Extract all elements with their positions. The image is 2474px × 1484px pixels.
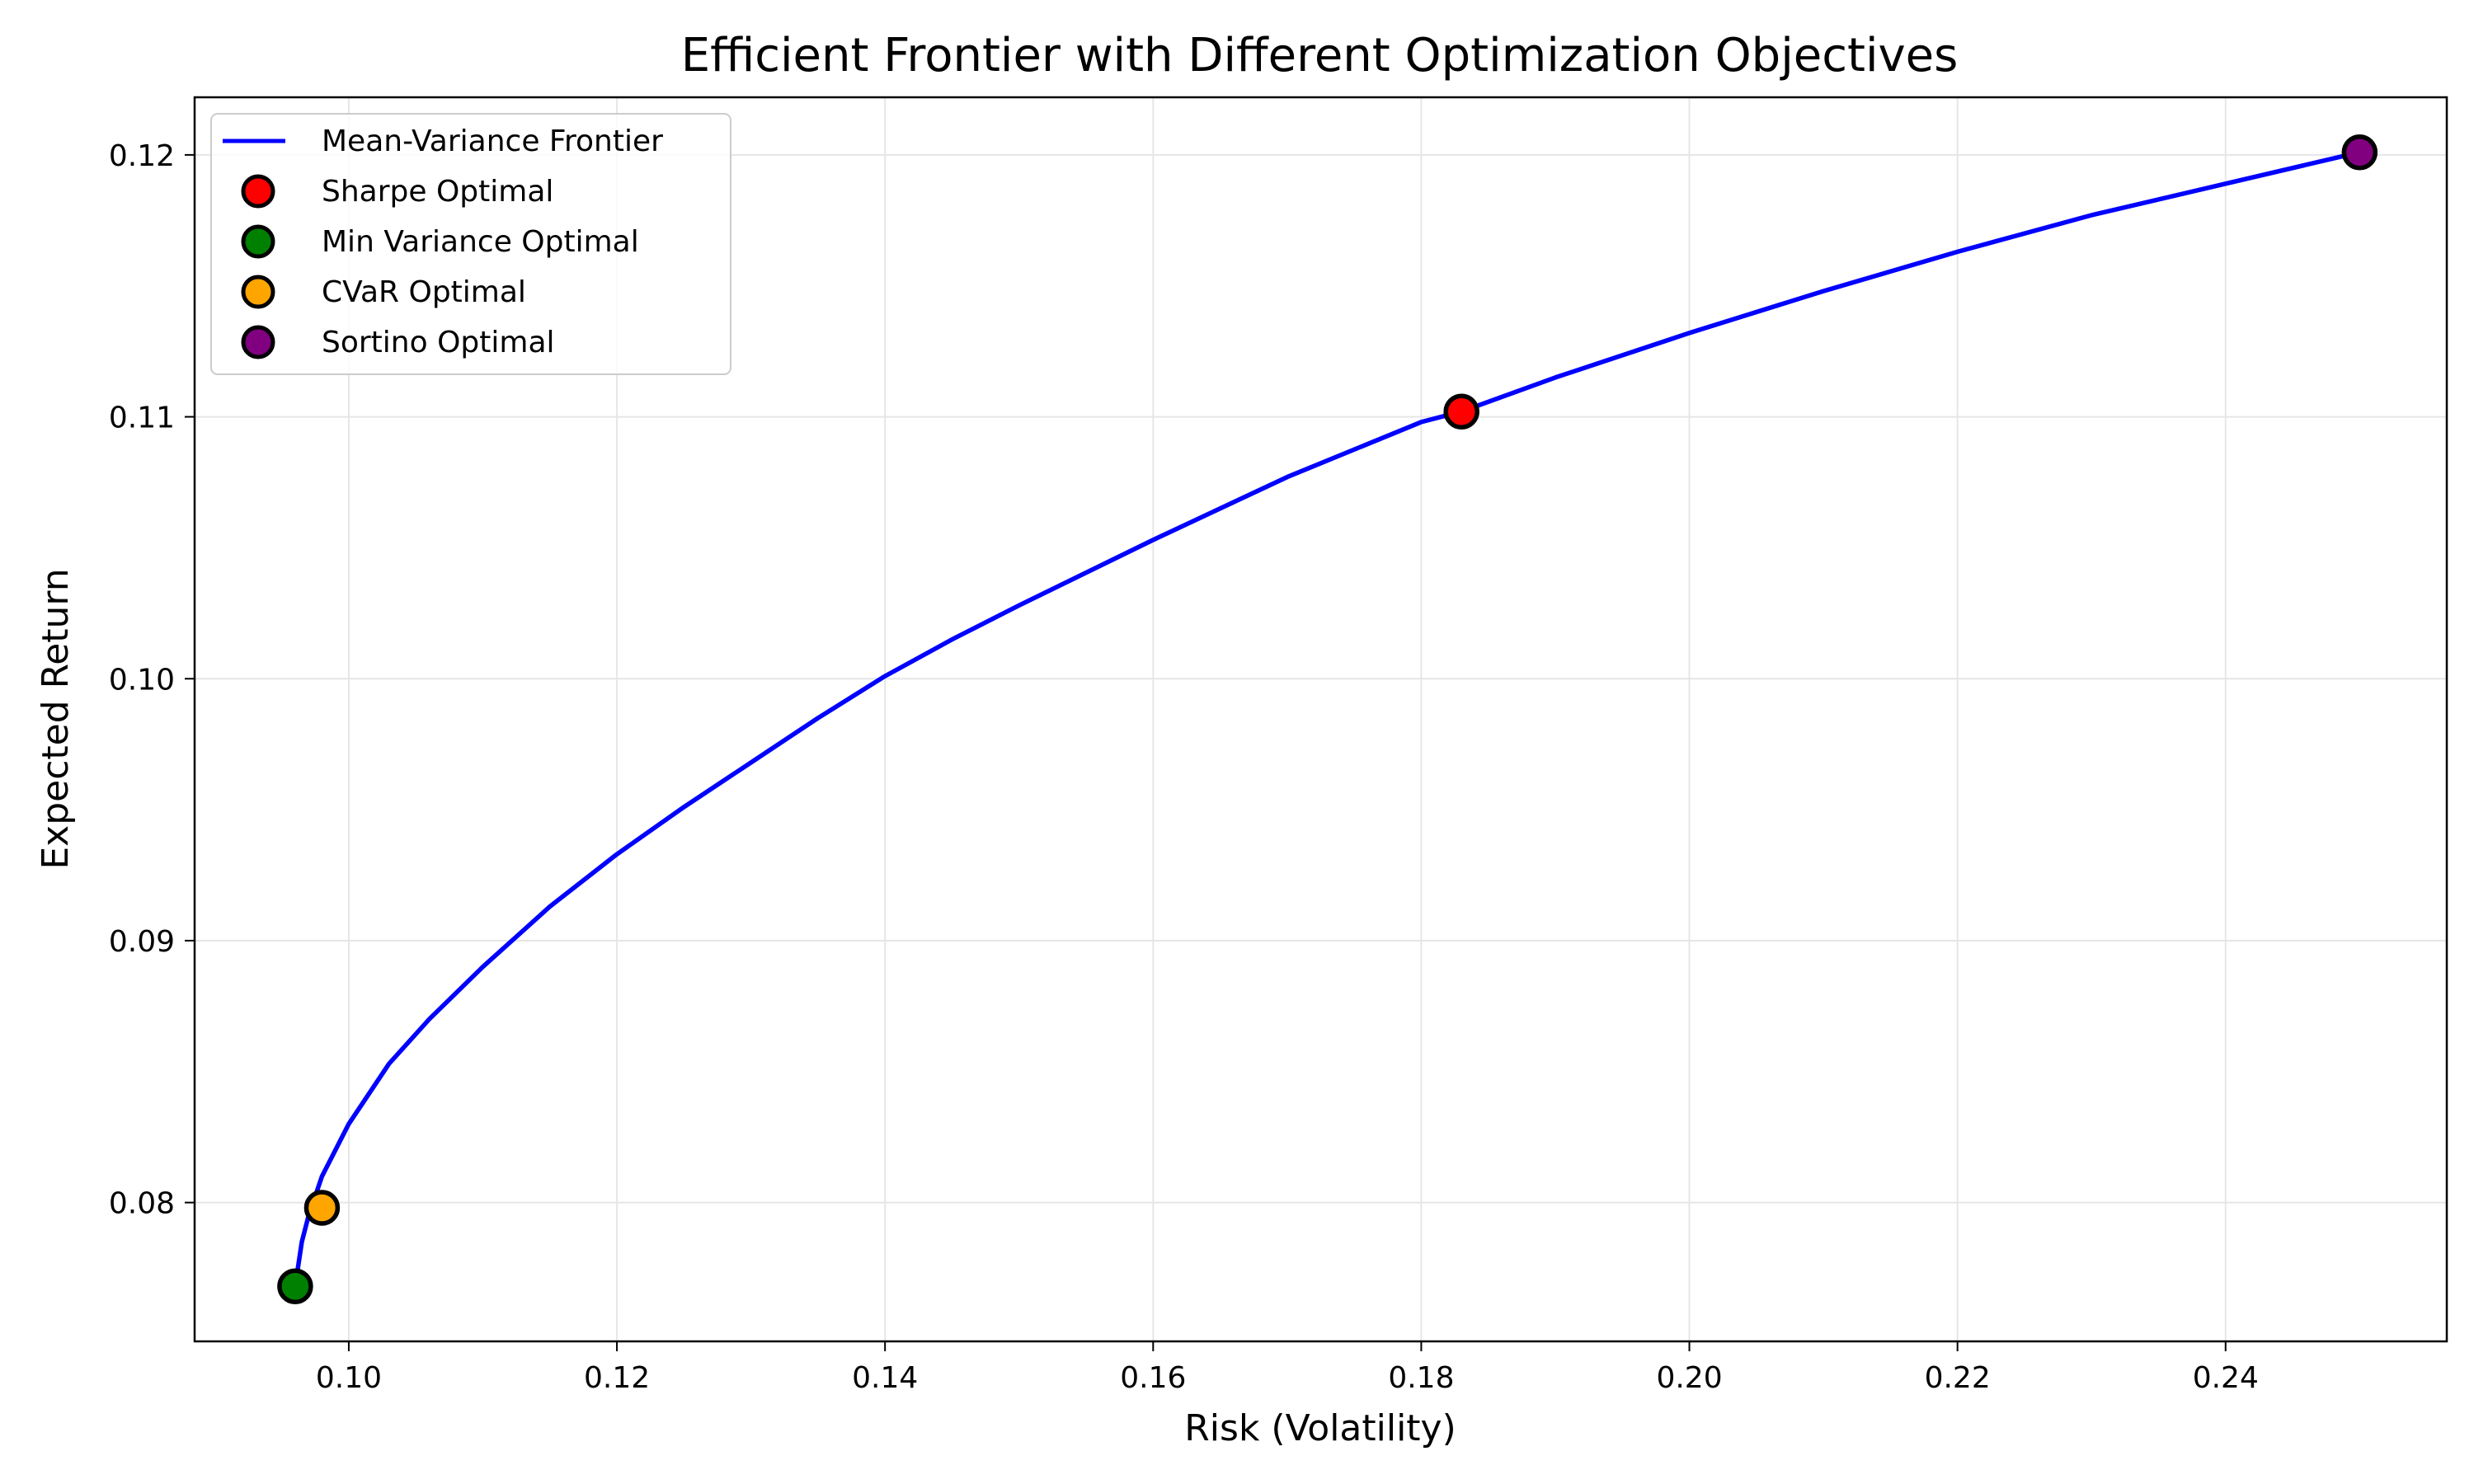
- y-tick-label: 0.08: [109, 1187, 175, 1221]
- x-tick-label: 0.20: [1656, 1361, 1722, 1395]
- legend-label-minvar: Min Variance Optimal: [322, 225, 639, 259]
- plot-frame: [193, 96, 2448, 1343]
- legend: Mean-Variance Frontier Sharpe Optimal Mi…: [210, 113, 731, 375]
- legend-marker-minvar: [241, 224, 275, 259]
- y-axis-label: Expected Return: [35, 568, 77, 869]
- y-tick-label: 0.11: [109, 402, 175, 435]
- x-tick-label: 0.18: [1388, 1361, 1454, 1395]
- y-tick-label: 0.09: [109, 925, 175, 959]
- y-tick-label: 0.10: [109, 663, 175, 697]
- legend-box: [210, 113, 731, 375]
- x-tick-label: 0.16: [1120, 1361, 1186, 1395]
- legend-label-cvar: CVaR Optimal: [322, 275, 526, 309]
- series-layer: [277, 134, 2378, 1305]
- legend-label-sortino: Sortino Optimal: [322, 326, 555, 359]
- scatter-point-min-variance-optimal: [277, 1268, 313, 1305]
- grid-layer: [195, 97, 2447, 1341]
- y-tick-label: 0.12: [109, 139, 175, 173]
- x-tick-label: 0.12: [584, 1361, 650, 1395]
- x-axis-label: Risk (Volatility): [1184, 1407, 1456, 1449]
- scatter-point-cvar-optimal: [303, 1190, 341, 1226]
- x-tick-label: 0.22: [1925, 1361, 1991, 1395]
- x-tick-label: 0.24: [2193, 1361, 2259, 1395]
- legend-marker-cvar: [241, 275, 275, 309]
- x-tick-label: 0.10: [316, 1361, 382, 1395]
- frontier-line: [293, 149, 2363, 1289]
- x-tick-label: 0.14: [852, 1361, 918, 1395]
- tick-layer: 0.10 0.12 0.14 0.16 0.18 0.20 0.22 0.24 0.08 0.09…: [109, 139, 2259, 1395]
- legend-label-sharpe: Sharpe Optimal: [322, 175, 553, 209]
- legend-label-frontier: Mean-Variance Frontier: [322, 124, 663, 158]
- legend-marker-sortino: [241, 325, 275, 359]
- scatter-point-sharpe-optimal: [1443, 393, 1479, 430]
- scatter-point-sortino-optimal: [2341, 134, 2378, 171]
- chart-title: Efficient Frontier with Different Optimi…: [681, 29, 1959, 82]
- legend-marker-sharpe: [241, 174, 275, 209]
